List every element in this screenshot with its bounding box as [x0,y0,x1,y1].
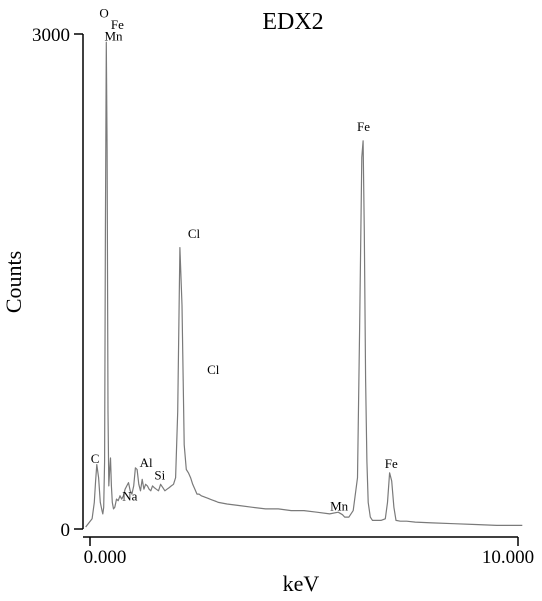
x-tick-label-max: 10.000 [482,547,534,568]
peak-label-al: Al [140,455,153,470]
y-tick-label-max: 3000 [32,25,70,46]
y-tick-label-min: 0 [61,520,71,541]
peak-label-fe: Fe [357,119,370,134]
chart-title: EDX2 [262,9,323,35]
spectrum-line [85,41,523,528]
peak-label-o: O [99,6,108,21]
peak-label-fe: Fe [385,456,398,471]
peak-label-c: C [91,451,100,466]
x-tick-label-min: 0.000 [84,547,127,568]
peak-label-mn: Mn [330,499,349,514]
y-axis: 3000 0 [32,25,84,541]
y-axis-label: Counts [1,251,26,313]
x-axis-label: keV [283,571,320,596]
peak-label-mn: Mn [104,29,123,44]
peak-label-si: Si [154,467,165,482]
peak-label-fe: Fe [111,17,124,32]
peak-label-cl: Cl [207,362,220,377]
peak-label-na: Na [122,489,137,504]
peak-label-cl: Cl [188,226,201,241]
x-axis: 0.000 10.000 [83,536,534,568]
